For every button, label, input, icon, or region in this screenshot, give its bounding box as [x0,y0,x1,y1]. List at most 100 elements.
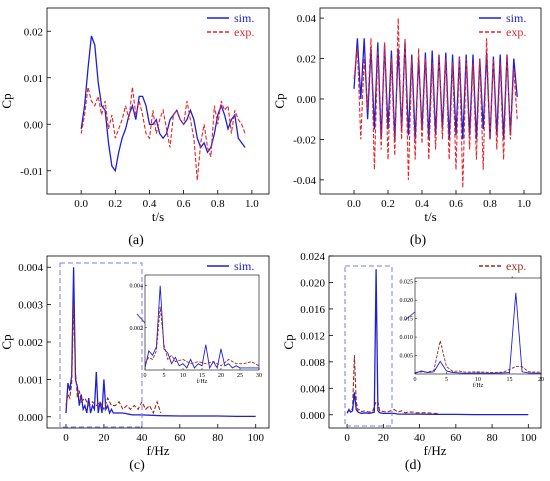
x-tick-label: 0.8 [483,198,497,210]
inset-y-tick-label: 0.004 [130,284,144,290]
inset-series-line-exp [415,340,541,373]
x-tick-label: 1.0 [245,198,259,210]
y-tick-label: 0.002 [18,337,43,349]
y-tick-label: 0.008 [300,357,325,369]
x-tick-label: 80 [212,432,224,444]
legend-label: exp. [506,259,526,273]
inset-x-tick-label: 10 [180,373,186,379]
x-tick-label: 0.0 [74,198,88,210]
zoom-region-box [59,262,143,428]
inset-x-tick-label: 10 [475,377,481,383]
inset-y-tick-label: 0.005 [400,354,414,360]
legend-label: sim. [234,11,254,25]
inset-x-tick-label: 5 [445,377,448,383]
inset-series-group [415,292,541,374]
panels: 0.0 0.2 0.4 0.6 0.8 1.0-0.010.000.010.02t/sCp… [0,7,544,473]
inset-x-tick-label: 25 [237,373,243,379]
y-tick-label: 0.04 [297,13,317,25]
x-tick-label: 0.8 [211,198,225,210]
y-axis-label: Cp [272,93,287,108]
y-tick-label: 0.004 [18,262,43,274]
inset-x-tick-label: 5 [163,373,166,379]
inset-y-tick-label: 0.010 [400,335,414,341]
series-group [346,269,529,416]
x-axis-label: t/s [424,209,436,224]
y-axis-label: Cp [0,93,14,108]
inset-x-tick-label: 30 [256,373,262,379]
y-tick-label: 0.020 [300,277,325,289]
x-tick-label: 40 [136,432,148,444]
x-tick-label: 100 [247,432,264,444]
series-line-exp [80,86,246,181]
y-axis-label: Cp [281,334,296,349]
chart-panel-d: 0 20 40 60 80 1000.0000.0040.0080.0120.0160.0… [281,251,544,473]
x-axis-label: t/s [152,209,164,224]
x-tick-label: 0 [344,432,350,444]
inset-x-axis-label: f/Hz [473,382,484,389]
x-tick-label: 60 [450,432,462,444]
inset-x-tick-label: 0 [414,377,417,383]
x-tick-label: 0.0 [347,198,361,210]
y-tick-label: 0.02 [24,26,43,38]
inset-chart: 0 5 10 15 20 25 30 0.002 0.004 f/Hz [130,274,262,385]
x-tick-label: 20 [98,432,110,444]
inset-x-tick-label: 15 [199,373,205,379]
inset-series-group [145,285,259,370]
zoom-arrow [136,313,146,324]
x-tick-label: 0.2 [108,198,122,210]
panel-label: (a) [128,233,144,248]
y-tick-label: -0.04 [293,175,316,187]
series-line-exp [65,304,162,415]
x-tick-label: 100 [520,432,537,444]
y-tick-label: -0.02 [293,134,316,146]
legend-label: sim. [506,11,526,25]
inset-x-tick-label: 15 [507,377,513,383]
legend-label: sim. [234,259,254,273]
inset-y-tick-label: 0.015 [400,317,414,323]
inset-x-tick-label: 20 [538,377,544,383]
y-tick-label: 0.000 [300,410,325,422]
zoom-arrow [404,311,416,321]
inset-x-tick-label: 0 [144,373,147,379]
y-tick-label: 0.012 [300,330,325,342]
x-tick-label: 60 [174,432,186,444]
y-tick-label: 0.001 [18,374,43,386]
x-tick-label: 0.2 [381,198,395,210]
y-tick-label: 0.02 [297,54,316,66]
chart-panel-c: 0 20 40 60 80 1000.0000.0010.0020.0030.004f/H… [0,255,270,473]
inset-x-axis-label: f/Hz [197,378,208,385]
series-line-exp [346,355,438,414]
panel-label: (d) [405,458,422,473]
inset-series-line-exp [145,306,259,367]
inset-y-tick-label: 0.025 [400,280,414,286]
y-axis-label: Cp [0,334,14,349]
x-axis-label: f/Hz [146,443,169,458]
x-tick-label: 80 [487,432,499,444]
legend-label: exp. [234,25,254,39]
x-axis-label: f/Hz [423,443,446,458]
inset-chart: 0 5 10 15 20 0.005 0.010 0.015 0.020 0.025 f/Hz [400,277,544,389]
y-tick-label: 0.024 [300,251,325,263]
legend-label: exp. [506,25,526,39]
inset-y-tick-label: 0.020 [400,298,414,304]
y-tick-label: 0.016 [300,304,325,316]
series-line-exp [353,18,518,188]
x-tick-label: 20 [378,432,390,444]
x-tick-label: 0.6 [177,198,191,210]
y-tick-label: 0.004 [300,383,325,395]
y-tick-label: -0.01 [20,166,43,178]
chart-panel-a: 0.0 0.2 0.4 0.6 0.8 1.0 -0.01 0.00 0.01 0.02 t/s Cp… [0,7,270,248]
x-tick-label: 0.6 [449,198,463,210]
inset-series-line-sim [415,292,541,374]
inset-frame [414,277,542,375]
x-tick-label: 40 [414,432,426,444]
series-group [80,35,246,181]
series-group [353,18,518,188]
panel-label: (c) [129,458,145,473]
y-tick-label: 0.00 [24,119,44,131]
x-tick-label: 0.4 [415,198,429,210]
inset-y-tick-label: 0.002 [130,326,144,332]
panel-label: (b) [410,233,427,248]
y-tick-label: 0.01 [24,73,43,85]
